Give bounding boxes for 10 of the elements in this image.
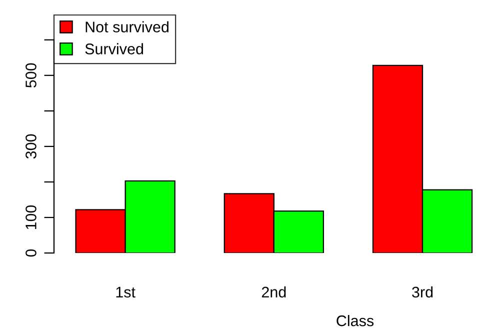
x-tick-label: 3rd [412,286,433,298]
y-tick-label: 300 [26,134,36,159]
y-tick-label: 0 [26,249,36,257]
y-tick-label: 500 [26,63,36,88]
x-axis-title: Class [336,315,374,326]
legend-label: Survived [85,43,144,54]
x-tick-label: 1st [116,286,136,298]
legend-label: Not survived [86,21,168,32]
x-tick-label: 2nd [262,286,286,298]
y-tick-label: 100 [26,205,36,230]
